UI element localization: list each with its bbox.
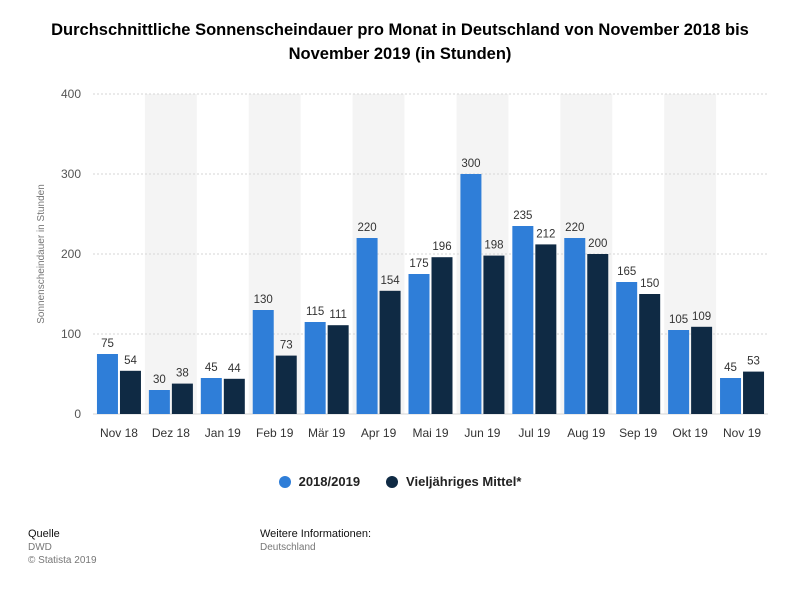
bar-series-1 <box>356 238 378 414</box>
data-label-series-1: 30 <box>153 374 166 386</box>
bar-series-2 <box>483 255 505 414</box>
x-tick-label: Mai 19 <box>412 426 448 440</box>
x-tick-label: Nov 18 <box>100 426 138 440</box>
y-tick-label: 0 <box>74 407 81 421</box>
y-tick-label: 100 <box>61 327 81 341</box>
data-label-series-1: 220 <box>565 222 584 234</box>
bar-series-1 <box>148 390 170 414</box>
source-label: Quelle <box>28 528 60 540</box>
data-label-series-1: 130 <box>254 294 273 306</box>
bar-series-1 <box>304 322 326 414</box>
data-label-series-1: 235 <box>513 210 532 222</box>
data-label-series-2: 200 <box>588 238 607 250</box>
data-label-series-2: 154 <box>380 275 400 287</box>
copyright: © Statista 2019 <box>28 555 97 566</box>
x-tick-label: Jun 19 <box>464 426 500 440</box>
data-label-series-2: 54 <box>124 355 137 367</box>
data-label-series-1: 45 <box>205 362 218 374</box>
data-label-series-2: 109 <box>692 311 711 323</box>
bar-series-1 <box>668 330 690 414</box>
x-tick-label: Mär 19 <box>308 426 346 440</box>
y-axis-label: Sonnenscheindauer in Stunden <box>36 184 47 324</box>
bar-series-1 <box>252 310 274 414</box>
data-label-series-2: 150 <box>640 278 659 290</box>
legend-label-series-1: 2018/2019 <box>298 474 361 489</box>
x-tick-label: Okt 19 <box>672 426 708 440</box>
bar-series-2 <box>275 355 297 414</box>
data-label-series-1: 165 <box>617 266 636 278</box>
bar-series-2 <box>119 370 141 414</box>
legend-label-series-2: Vieljähriges Mittel* <box>406 474 522 489</box>
bar-series-1 <box>408 274 430 414</box>
bar-series-2 <box>327 325 349 414</box>
data-label-series-2: 212 <box>536 228 555 240</box>
bar-series-2 <box>379 290 401 414</box>
legend-marker-series-2 <box>386 475 399 488</box>
bar-series-1 <box>200 378 222 414</box>
info-label: Weitere Informationen: <box>260 528 372 540</box>
bar-series-1 <box>96 354 118 414</box>
data-label-series-2: 73 <box>280 340 293 352</box>
x-tick-label: Apr 19 <box>361 426 397 440</box>
data-label-series-2: 38 <box>176 368 189 380</box>
data-label-series-1: 220 <box>357 222 376 234</box>
x-tick-label: Sep 19 <box>619 426 657 440</box>
y-tick-label: 200 <box>61 247 81 261</box>
chart-title: Durchschnittliche Sonnenscheindauer pro … <box>51 21 749 63</box>
x-tick-label: Jul 19 <box>518 426 550 440</box>
bar-series-1 <box>460 174 482 414</box>
bar-series-1 <box>616 282 638 414</box>
data-label-series-2: 44 <box>228 363 241 375</box>
data-label-series-1: 115 <box>306 306 324 318</box>
y-tick-label: 300 <box>61 167 81 181</box>
bar-series-2 <box>691 326 713 414</box>
data-label-series-1: 105 <box>669 314 688 326</box>
bar-series-2 <box>431 257 453 414</box>
bar-series-2 <box>535 244 557 414</box>
x-tick-label: Nov 19 <box>723 426 761 440</box>
bar-series-2 <box>639 294 661 414</box>
legend: 2018/2019 Vieljähriges Mittel* <box>0 474 800 489</box>
data-label-series-2: 53 <box>747 356 760 368</box>
x-tick-label: Jan 19 <box>205 426 241 440</box>
bar-series-1 <box>720 378 742 414</box>
x-tick-label: Feb 19 <box>256 426 294 440</box>
x-tick-label: Dez 18 <box>152 426 190 440</box>
bar-series-2 <box>223 378 245 414</box>
data-label-series-1: 300 <box>461 158 480 170</box>
data-label-series-1: 175 <box>409 258 428 270</box>
data-label-series-2: 196 <box>432 241 451 253</box>
bar-series-1 <box>564 238 586 414</box>
data-label-series-1: 75 <box>101 338 114 350</box>
legend-item-series-1[interactable]: 2018/2019 <box>278 474 361 489</box>
bar-series-2 <box>587 254 609 414</box>
legend-marker-series-1 <box>278 475 291 488</box>
x-tick-label: Aug 19 <box>567 426 605 440</box>
y-tick-label: 400 <box>61 87 81 101</box>
data-label-series-2: 198 <box>484 240 503 252</box>
data-label-series-1: 45 <box>724 362 737 374</box>
bar-series-1 <box>512 226 534 414</box>
data-label-series-2: 111 <box>329 309 346 321</box>
source-value: DWD <box>28 542 52 553</box>
bar-series-2 <box>743 371 765 414</box>
bar-series-2 <box>171 383 193 414</box>
info-value: Deutschland <box>260 542 316 553</box>
legend-item-series-2[interactable]: Vieljähriges Mittel* <box>386 474 521 489</box>
